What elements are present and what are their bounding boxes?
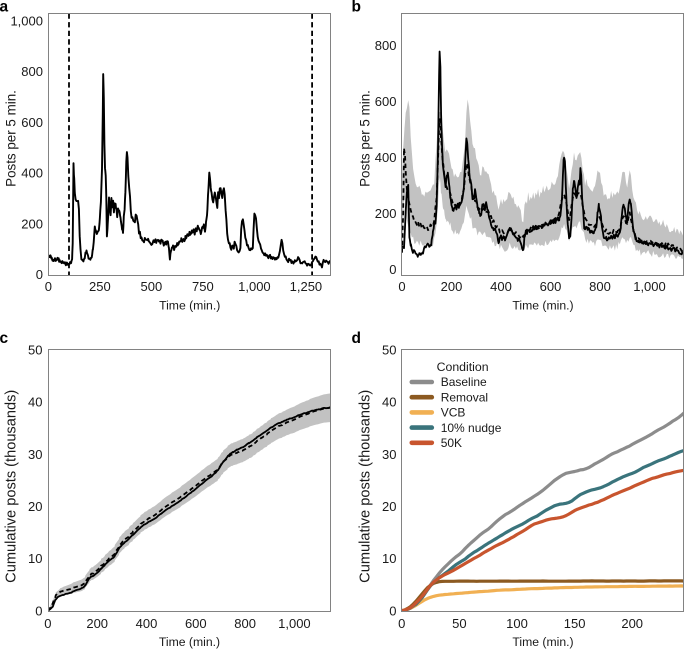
svg-text:200: 200	[375, 206, 397, 221]
svg-text:600: 600	[185, 616, 207, 631]
svg-text:800: 800	[375, 38, 397, 53]
svg-text:600: 600	[21, 115, 43, 130]
svg-text:400: 400	[375, 150, 397, 165]
svg-text:200: 200	[86, 616, 108, 631]
svg-text:0: 0	[45, 279, 52, 294]
svg-text:400: 400	[490, 279, 512, 294]
svg-text:20: 20	[28, 499, 42, 514]
svg-text:0: 0	[36, 267, 43, 282]
svg-text:Baseline: Baseline	[441, 375, 487, 389]
svg-text:50: 50	[382, 342, 396, 357]
svg-text:0: 0	[389, 262, 396, 277]
svg-text:1,000: 1,000	[238, 279, 271, 294]
svg-text:0: 0	[35, 603, 42, 618]
svg-text:Time (min.): Time (min.)	[159, 635, 220, 649]
svg-text:250: 250	[89, 279, 111, 294]
svg-text:200: 200	[21, 216, 43, 231]
svg-text:10: 10	[28, 551, 42, 566]
svg-text:600: 600	[375, 94, 397, 109]
svg-text:400: 400	[136, 616, 158, 631]
svg-text:400: 400	[21, 166, 43, 181]
svg-text:Time (min.): Time (min.)	[512, 635, 573, 649]
svg-text:10% nudge: 10% nudge	[441, 421, 502, 435]
svg-text:Posts per 5 min.: Posts per 5 min.	[4, 90, 19, 187]
svg-text:800: 800	[234, 616, 256, 631]
svg-text:800: 800	[21, 64, 43, 79]
svg-text:Time (min.): Time (min.)	[512, 299, 573, 313]
svg-text:200: 200	[441, 279, 463, 294]
svg-text:800: 800	[589, 279, 611, 294]
svg-text:Cumulative posts (thousands): Cumulative posts (thousands)	[4, 390, 20, 583]
svg-text:Posts per 5 min.: Posts per 5 min.	[358, 90, 373, 187]
svg-text:Time (min.): Time (min.)	[159, 299, 220, 313]
svg-text:c: c	[0, 330, 9, 347]
svg-text:30: 30	[382, 447, 396, 462]
svg-text:Removal: Removal	[441, 390, 488, 404]
svg-text:1,000: 1,000	[278, 616, 311, 631]
svg-text:40: 40	[28, 395, 42, 410]
svg-text:10: 10	[382, 551, 396, 566]
svg-text:30: 30	[28, 447, 42, 462]
svg-text:0: 0	[44, 616, 51, 631]
svg-text:b: b	[352, 0, 361, 16]
svg-text:100: 100	[506, 616, 528, 631]
svg-text:1,250: 1,250	[290, 279, 323, 294]
svg-text:VCB: VCB	[441, 406, 466, 420]
svg-text:50K: 50K	[441, 436, 462, 450]
svg-text:150: 150	[564, 616, 586, 631]
svg-text:d: d	[352, 330, 361, 347]
svg-text:50: 50	[28, 342, 42, 357]
svg-text:200: 200	[621, 616, 643, 631]
svg-text:20: 20	[382, 499, 396, 514]
svg-text:40: 40	[382, 395, 396, 410]
svg-text:Condition: Condition	[437, 360, 489, 374]
svg-text:1,000: 1,000	[633, 279, 666, 294]
svg-text:750: 750	[192, 279, 214, 294]
svg-text:0: 0	[398, 279, 405, 294]
svg-text:0: 0	[398, 616, 405, 631]
svg-text:Cumulative posts (thousands): Cumulative posts (thousands)	[358, 390, 374, 583]
svg-text:50: 50	[452, 616, 466, 631]
svg-text:600: 600	[540, 279, 562, 294]
svg-text:1,000: 1,000	[10, 13, 43, 28]
svg-text:0: 0	[389, 603, 396, 618]
svg-text:a: a	[0, 0, 9, 16]
svg-text:500: 500	[141, 279, 163, 294]
